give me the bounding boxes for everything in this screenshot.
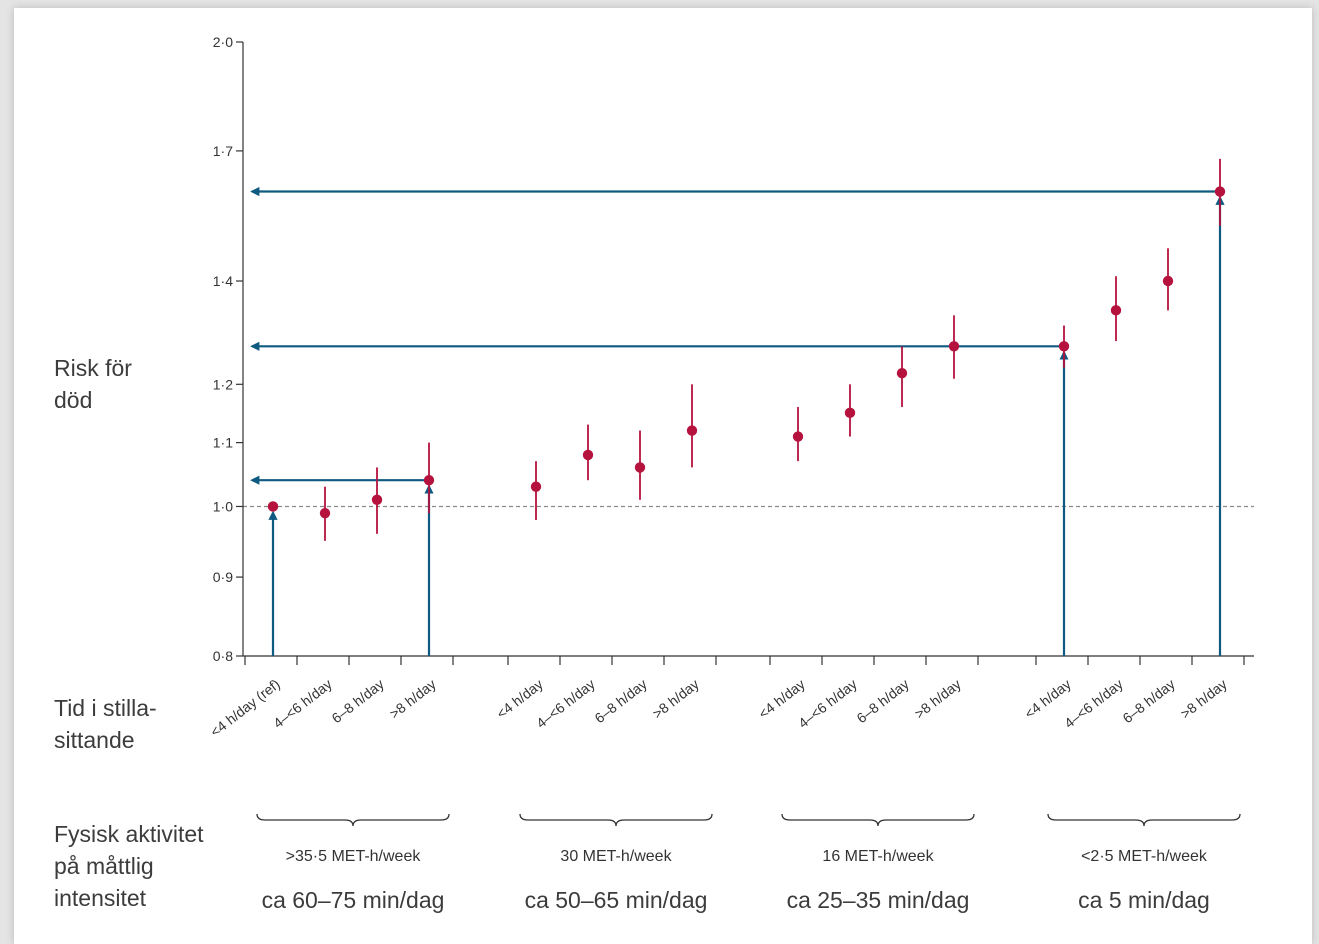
group-layer: >35·5 MET-h/week ca 60–75 min/dag 30 MET-h…: [256, 813, 1241, 913]
data-point: [1110, 305, 1122, 316]
category-label: <4 h/day (ref): [207, 676, 283, 740]
category-label: >8 h/day: [649, 676, 701, 722]
sitting-time-label: Tid i stilla- sittande: [54, 695, 157, 753]
data-point: [844, 407, 856, 419]
group-minutes: ca 5 min/dag: [1078, 887, 1210, 913]
group-label: >35·5 MET-h/week: [286, 848, 422, 865]
category-label: 6–8 h/day: [592, 676, 650, 726]
y-tick-label: 1·4: [213, 273, 233, 289]
category-label: >8 h/day: [386, 676, 438, 722]
y-tick-label: 0·8: [213, 648, 233, 664]
data-point: [319, 508, 331, 519]
points-layer: [267, 158, 1226, 541]
y-tick-label: 1·1: [213, 435, 233, 451]
y-tick-label: 1·7: [213, 143, 233, 159]
category-label: 6–8 h/day: [1120, 676, 1178, 726]
chart-card: 0·8 0·9 1·0 1·1 1·2 1·4 1·7 2·0 <4 h/day (ref) 4…: [14, 8, 1312, 944]
category-label: 4–<6 h/day: [533, 676, 598, 732]
data-point: [686, 425, 698, 436]
data-point: [948, 341, 960, 352]
forest-plot: 0·80·91·01·11·21·41·72·0 <4 h/day (ref)4…: [207, 34, 1254, 913]
y-tick-label: 2·0: [213, 34, 233, 50]
y-tick-label: 1·2: [213, 376, 233, 392]
group-brace: [781, 813, 975, 827]
group-brace: [256, 813, 450, 827]
category-label: 6–8 h/day: [329, 676, 387, 726]
group-label: 30 MET-h/week: [560, 848, 672, 865]
data-point: [582, 449, 594, 461]
data-point: [1162, 275, 1174, 287]
category-label: >8 h/day: [911, 676, 963, 722]
group-brace: [1047, 813, 1241, 827]
data-point: [1058, 341, 1070, 352]
y-tick-label: 0·9: [213, 569, 233, 585]
data-point: [530, 481, 542, 492]
group-minutes: ca 60–75 min/dag: [262, 887, 445, 913]
axes-layer: 0·8 0·9 1·0 1·1 1·2 1·4 1·7 2·0: [213, 34, 1254, 665]
data-point: [371, 494, 383, 506]
category-label: 4–<6 h/day: [795, 676, 860, 732]
group-minutes: ca 50–65 min/dag: [525, 887, 708, 913]
category-label: 4–<6 h/day: [270, 676, 335, 732]
group-brace: [519, 813, 713, 827]
group-minutes: ca 25–35 min/dag: [787, 887, 970, 913]
data-point: [1214, 186, 1226, 197]
data-point: [792, 431, 804, 442]
arrow-layer: [250, 186, 1225, 656]
group-label: 16 MET-h/week: [822, 848, 934, 865]
category-label: 4–<6 h/day: [1061, 676, 1126, 732]
data-point: [896, 368, 908, 379]
group-label: <2·5 MET-h/week: [1081, 848, 1208, 865]
data-point: [634, 462, 646, 473]
data-point: [423, 474, 435, 486]
y-axis-label: Risk för död: [54, 355, 132, 413]
y-tick-label: 1·0: [213, 498, 233, 514]
category-label: >8 h/day: [1177, 676, 1229, 722]
activity-label: Fysisk aktivitet på måttlig intensitet: [54, 821, 204, 911]
data-point: [267, 501, 279, 512]
category-label: 6–8 h/day: [854, 676, 912, 726]
